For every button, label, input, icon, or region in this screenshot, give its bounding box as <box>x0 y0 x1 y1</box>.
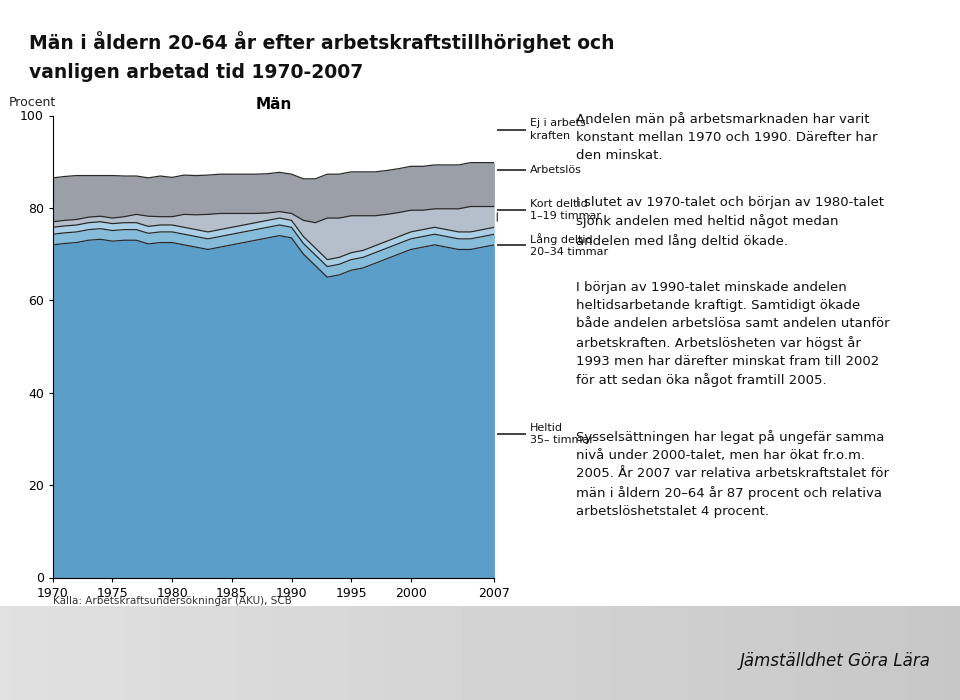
Text: Sysselsättningen har legat på ungefär samma
nivå under 2000-talet, men har ökat : Sysselsättningen har legat på ungefär sa… <box>576 430 889 518</box>
Text: Kort deltid
1–19 timmar: Kort deltid 1–19 timmar <box>530 199 601 221</box>
Text: Jämställdhet Göra Lära: Jämställdhet Göra Lära <box>740 652 931 671</box>
Text: Andelen män på arbetsmarknaden har varit
konstant mellan 1970 och 1990. Därefter: Andelen män på arbetsmarknaden har varit… <box>576 112 877 162</box>
Text: Lång deltid
20–34 timmar: Lång deltid 20–34 timmar <box>530 233 608 257</box>
Text: I slutet av 1970-talet och början av 1980-talet
sjönk andelen med heltid något m: I slutet av 1970-talet och början av 198… <box>576 196 884 248</box>
Text: I början av 1990-talet minskade andelen
heltidsarbetande kraftigt. Samtidigt öka: I början av 1990-talet minskade andelen … <box>576 281 890 387</box>
Text: Arbetslös: Arbetslös <box>530 165 582 175</box>
Text: Källa: Arbetskraftsundersökningar (AKU), SCB: Källa: Arbetskraftsundersökningar (AKU),… <box>53 596 292 606</box>
Text: Heltid
35– timmar: Heltid 35– timmar <box>530 423 594 445</box>
Text: Män i åldern 20-64 år efter arbetskraftstillhörighet och: Män i åldern 20-64 år efter arbetskrafts… <box>29 32 614 53</box>
Text: Procent: Procent <box>9 96 56 108</box>
Text: vanligen arbetad tid 1970-2007: vanligen arbetad tid 1970-2007 <box>29 63 363 82</box>
Title: Män: Män <box>255 97 292 111</box>
Text: Ej i arbets-
kraften: Ej i arbets- kraften <box>530 118 589 141</box>
